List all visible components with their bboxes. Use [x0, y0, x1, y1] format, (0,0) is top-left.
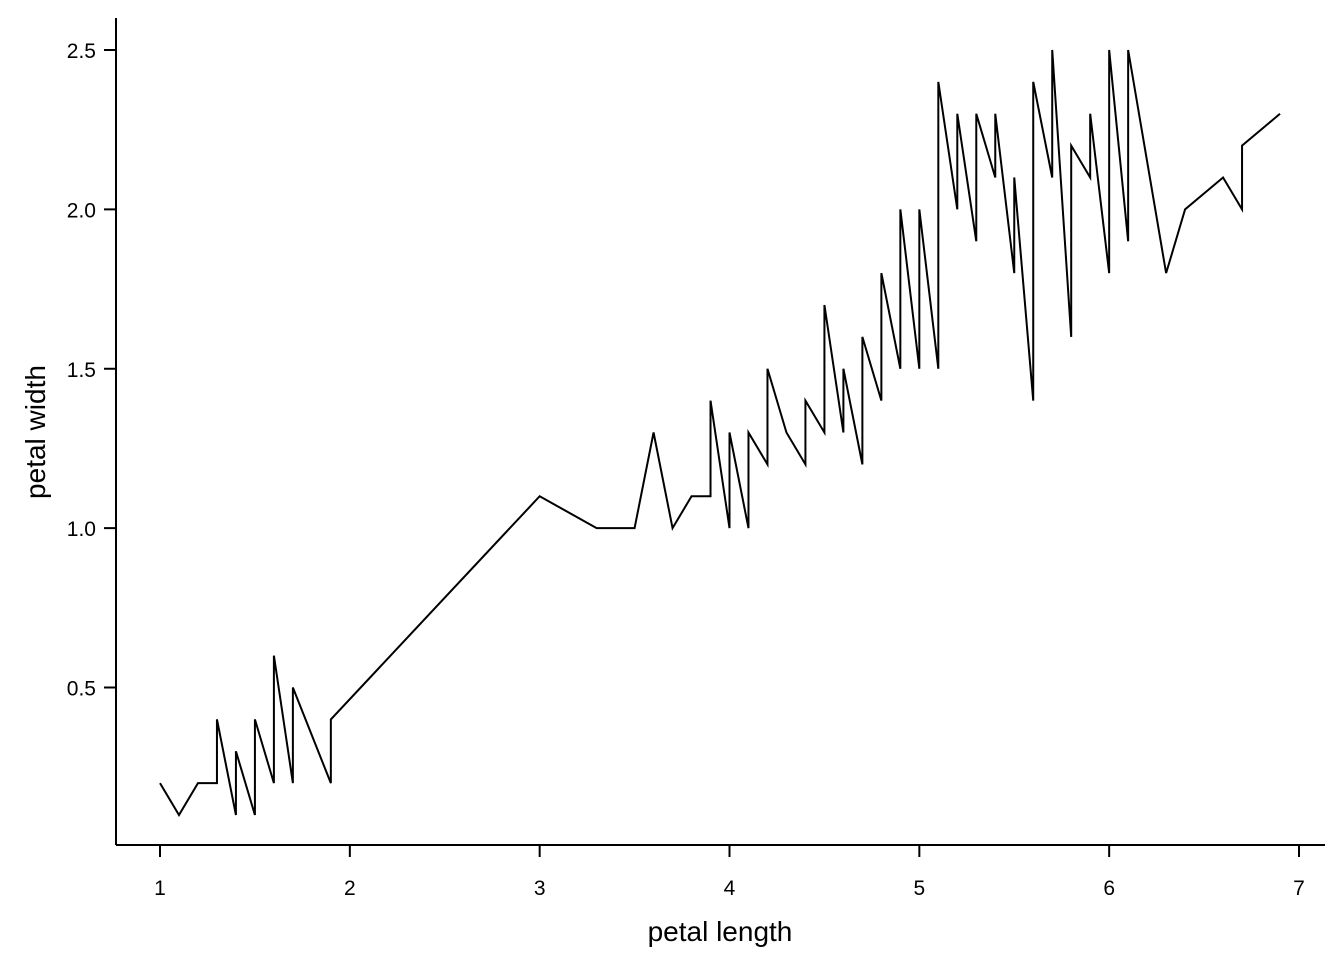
x-tick-label: 4 — [724, 877, 736, 900]
x-tick-label: 3 — [534, 877, 546, 900]
y-tick-label: 0.5 — [67, 678, 96, 701]
y-ticks: 0.5 1.0 1.5 2.0 2.5 — [67, 40, 116, 701]
y-tick-label: 2.0 — [67, 199, 96, 222]
x-tick-label: 2 — [344, 877, 356, 900]
y-axis-title: petal width — [20, 365, 51, 499]
x-ticks: 1 2 3 4 5 6 7 — [154, 845, 1305, 900]
plot-area: 1 2 3 4 5 6 7 0.5 1.0 1.5 2.0 2.5 — [67, 18, 1325, 900]
x-tick-label: 5 — [913, 877, 925, 900]
series-line — [159, 49, 1281, 817]
y-tick-label: 1.5 — [67, 359, 96, 382]
x-tick-label: 6 — [1103, 877, 1115, 900]
y-tick-label: 2.5 — [67, 40, 96, 63]
x-tick-label: 7 — [1293, 877, 1305, 900]
x-tick-label: 1 — [154, 877, 166, 900]
x-axis-title: petal length — [648, 916, 793, 947]
y-tick-label: 1.0 — [67, 518, 96, 541]
